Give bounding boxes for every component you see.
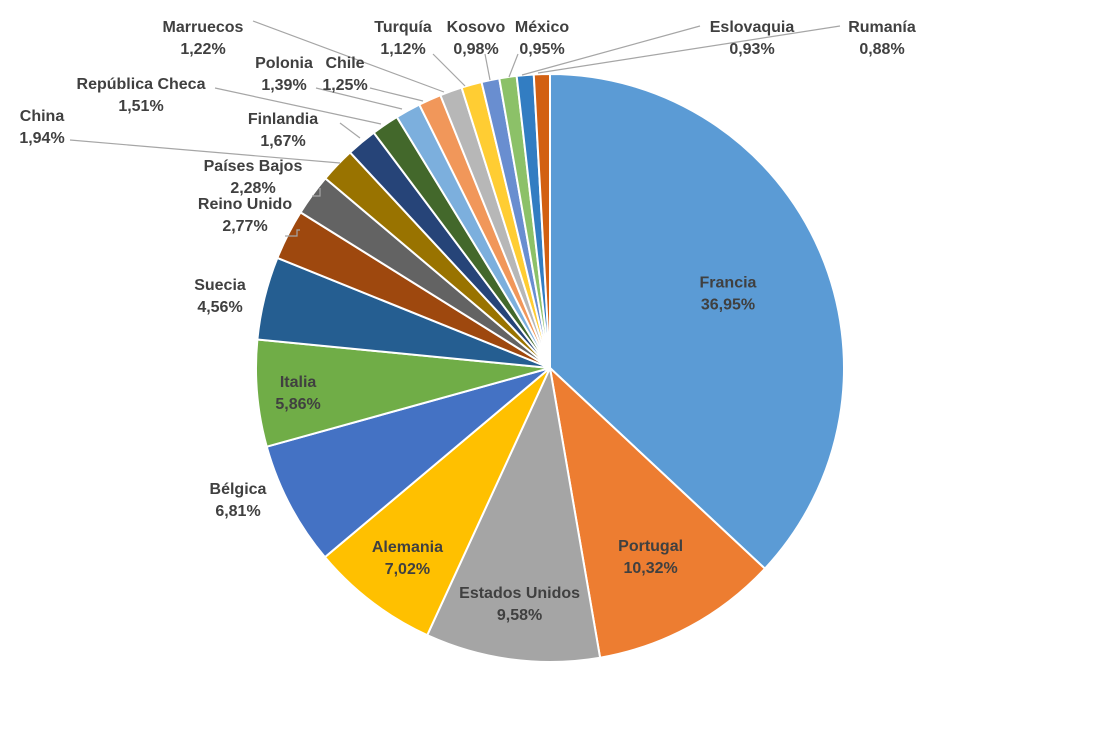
data-label-estados-unidos: Estados Unidos 9,58%: [459, 585, 580, 624]
data-label-francia: Francia 36,95%: [700, 275, 757, 314]
label-name-republica-checa: República Checa: [77, 76, 206, 93]
data-label-paises-bajos: Países Bajos 2,28%: [204, 158, 303, 197]
pie-slice-portugal: [548, 365, 767, 659]
leader-line-eslovaquia: [521, 25, 701, 76]
pie-slice-francia: [549, 72, 845, 571]
leader-line-paises-bajos: [312, 188, 321, 197]
data-label-chile: Chile 1,25%: [322, 55, 367, 94]
label-name-francia: Francia: [700, 275, 757, 292]
label-value-suecia: 4,56%: [197, 299, 242, 316]
label-name-polonia: Polonia: [255, 55, 313, 72]
label-name-turquia: Turquía: [374, 19, 432, 36]
label-value-republica-checa: 1,51%: [118, 98, 163, 115]
leader-line-marruecos: [252, 20, 445, 93]
label-name-estados-unidos: Estados Unidos: [459, 585, 580, 602]
pie-slice-estados-unidos: [425, 364, 602, 663]
label-value-eslovaquia: 0,93%: [729, 41, 774, 58]
leader-line-turquia: [432, 53, 466, 87]
label-name-eslovaquia: Eslovaquia: [710, 19, 795, 36]
data-label-republica-checa: República Checa 1,51%: [77, 76, 206, 115]
label-value-marruecos: 1,22%: [180, 41, 225, 58]
label-value-alemania: 7,02%: [385, 561, 430, 578]
label-value-china: 1,94%: [19, 130, 64, 147]
label-value-polonia: 1,39%: [261, 77, 306, 94]
data-label-rumania: Rumanía 0,88%: [848, 19, 916, 58]
label-value-estados-unidos: 9,58%: [497, 607, 542, 624]
label-name-chile: Chile: [325, 55, 364, 72]
label-name-finlandia: Finlandia: [248, 111, 318, 128]
leader-line-chile: [369, 87, 424, 102]
label-name-reino-unido: Reino Unido: [198, 196, 292, 213]
pie-slice-rumania: [532, 72, 551, 369]
data-label-portugal: Portugal 10,32%: [618, 538, 683, 577]
data-label-belgica: Bélgica 6,81%: [210, 481, 267, 520]
leader-line-kosovo: [484, 53, 491, 81]
data-label-reino-unido: Reino Unido 2,77%: [198, 196, 292, 235]
label-value-italia: 5,86%: [275, 396, 320, 413]
label-value-portugal: 10,32%: [623, 560, 677, 577]
leader-line-republica-checa: [214, 87, 382, 125]
label-value-mexico: 0,95%: [519, 41, 564, 58]
data-labels: Francia 36,95% Portugal 10,32% Estados Unido…: [19, 19, 916, 624]
data-label-kosovo: Kosovo 0,98%: [447, 19, 506, 58]
label-value-chile: 1,25%: [322, 77, 367, 94]
label-value-reino-unido: 2,77%: [222, 218, 267, 235]
data-label-mexico: México 0,95%: [515, 19, 569, 58]
leader-line-mexico: [508, 53, 519, 78]
data-label-suecia: Suecia 4,56%: [194, 277, 246, 316]
label-name-kosovo: Kosovo: [447, 19, 506, 36]
label-name-italia: Italia: [280, 374, 317, 391]
label-name-portugal: Portugal: [618, 538, 683, 555]
leader-line-reino-unido: [285, 229, 300, 237]
label-value-belgica: 6,81%: [215, 503, 260, 520]
leader-line-finlandia: [339, 122, 361, 139]
label-value-rumania: 0,88%: [859, 41, 904, 58]
data-label-turquia: Turquía 1,12%: [374, 19, 432, 58]
label-value-turquia: 1,12%: [380, 41, 425, 58]
data-label-eslovaquia: Eslovaquia 0,93%: [710, 19, 795, 58]
label-name-rumania: Rumanía: [848, 19, 916, 36]
label-name-mexico: México: [515, 19, 569, 36]
data-label-china: China 1,94%: [19, 108, 64, 147]
leader-line-rumania: [537, 25, 841, 74]
leader-lines: [69, 20, 841, 237]
data-label-italia: Italia 5,86%: [275, 374, 320, 413]
pie-slice-alemania: [323, 367, 551, 637]
label-name-alemania: Alemania: [372, 539, 443, 556]
label-value-kosovo: 0,98%: [453, 41, 498, 58]
data-label-polonia: Polonia 1,39%: [255, 55, 313, 94]
label-name-china: China: [20, 108, 65, 125]
data-label-alemania: Alemania 7,02%: [372, 539, 443, 578]
label-value-paises-bajos: 2,28%: [230, 180, 275, 197]
data-label-marruecos: Marruecos 1,22%: [163, 19, 244, 58]
label-name-belgica: Bélgica: [210, 481, 267, 498]
label-value-francia: 36,95%: [701, 297, 755, 314]
pie-slices: [255, 72, 845, 663]
pie-slice-belgica: [265, 367, 551, 559]
leader-line-polonia: [315, 87, 403, 110]
label-name-suecia: Suecia: [194, 277, 246, 294]
label-name-marruecos: Marruecos: [163, 19, 244, 36]
label-value-finlandia: 1,67%: [260, 133, 305, 150]
data-label-finlandia: Finlandia 1,67%: [248, 111, 318, 150]
label-name-paises-bajos: Países Bajos: [204, 158, 303, 175]
leader-line-china: [69, 139, 341, 164]
